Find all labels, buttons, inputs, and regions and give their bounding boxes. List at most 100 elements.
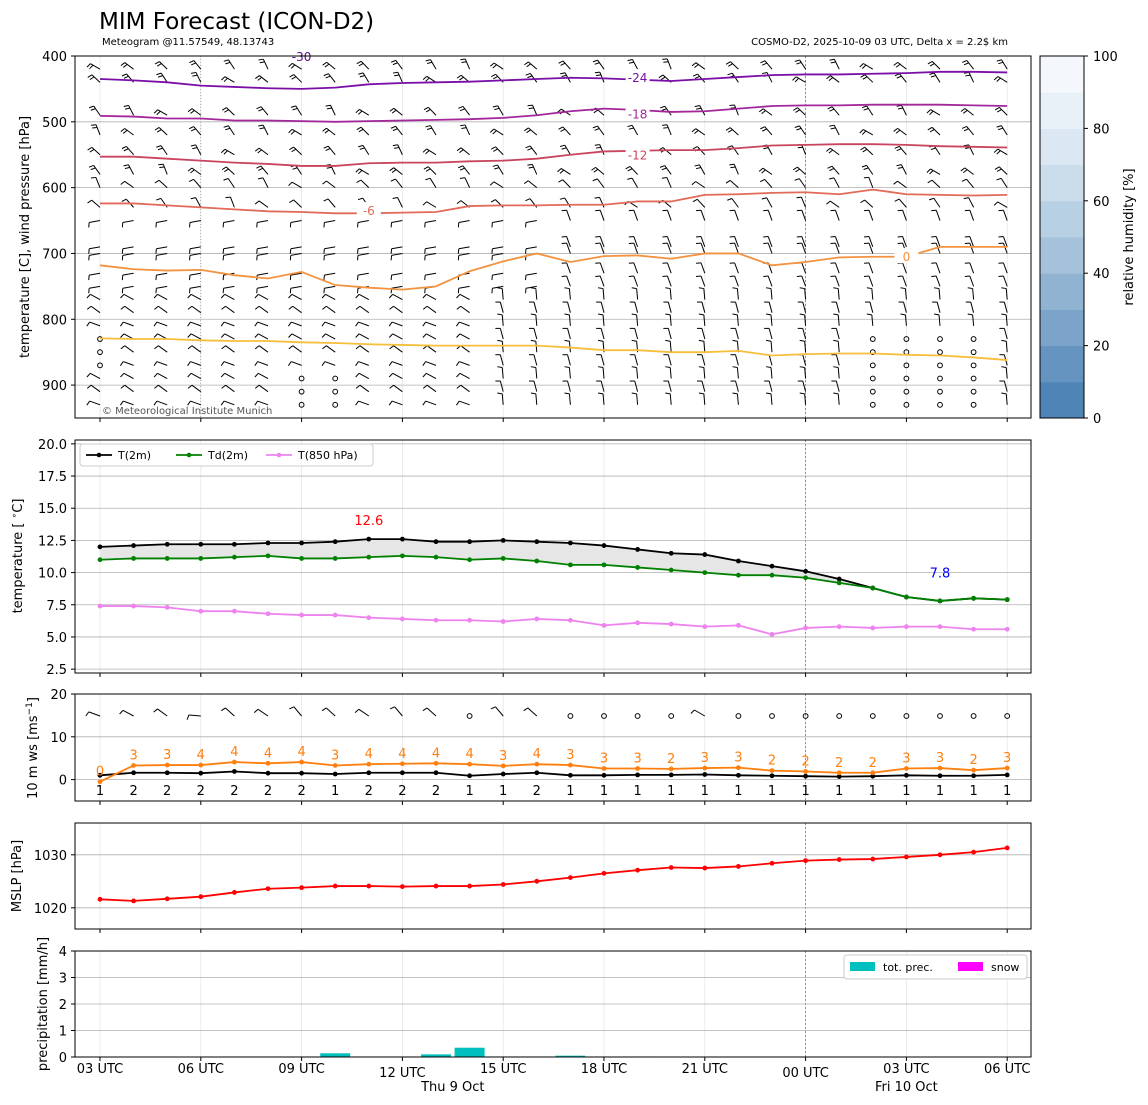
wind-barb-feather: [388, 333, 394, 338]
wind-barb: [935, 275, 941, 287]
calm-wind-marker: [869, 362, 876, 369]
wind-barb-feather: [732, 313, 738, 316]
temperature-point: [467, 617, 472, 623]
wind-barb: [699, 105, 706, 116]
wind-barb-feather: [598, 392, 604, 395]
wind-barb-feather: [221, 345, 226, 350]
temperature-point: [433, 617, 439, 623]
wind-barb: [95, 177, 101, 188]
wind-barb-feather: [631, 339, 637, 342]
wind-barb-feather: [732, 287, 738, 290]
wind-barb-feather: [90, 167, 96, 171]
wind-barb-feather: [325, 148, 331, 152]
wind-barb: [358, 400, 369, 406]
wind-barb: [532, 104, 538, 116]
wind-barb: [124, 345, 134, 353]
wind-barb: [764, 126, 773, 136]
wind-barb: [568, 367, 571, 379]
wind-barb-feather: [254, 384, 260, 389]
wind-barb-feather: [591, 166, 596, 171]
wind-speed-value-label: 2: [297, 784, 305, 799]
wind-barb: [226, 107, 235, 116]
wind-barb-feather: [257, 77, 262, 81]
wind-barb: [291, 181, 302, 189]
wind-barb: [804, 367, 807, 379]
wind-barb-feather: [759, 179, 765, 183]
wind-barb: [700, 210, 706, 221]
time-tick-label: 03 UTC: [883, 1062, 929, 1077]
wind-barb-feather: [766, 339, 772, 342]
wind-barb-feather: [357, 169, 363, 175]
wind-barb: [767, 236, 773, 248]
wind-barb: [768, 301, 773, 313]
wind-barb: [767, 210, 773, 221]
wind-barb-feather: [153, 373, 158, 378]
wind-barb: [427, 106, 437, 116]
temperature-point: [937, 598, 943, 604]
wind-barb-feather: [829, 108, 835, 112]
wind-barb: [391, 272, 403, 276]
temperature-tick-label: 7.5: [46, 599, 67, 614]
gust-value-label: 4: [365, 747, 373, 762]
wind-barb: [358, 293, 370, 300]
wind-barb: [998, 166, 1008, 175]
wind-barb-feather: [290, 105, 296, 108]
wind-point: [131, 770, 137, 776]
wind-barb-feather: [359, 74, 365, 78]
wind-barb-feather: [355, 361, 359, 366]
mslp-point: [601, 870, 607, 876]
wind-barb-feather: [456, 200, 462, 205]
wind-barb: [566, 242, 571, 254]
wind-barb: [766, 72, 773, 83]
wind-barb-feather: [963, 128, 969, 132]
wind-barb-feather: [663, 127, 669, 129]
wind-barb: [293, 74, 302, 83]
wind-point: [937, 773, 943, 779]
wind-barb: [257, 246, 269, 250]
temperature-point: [366, 554, 372, 560]
day-label: Fri 10 Oct: [875, 1080, 938, 1095]
wind-barb: [359, 305, 370, 314]
wind-barb-feather: [254, 305, 260, 310]
wind-barb-feather: [355, 305, 361, 310]
wind-barb-feather: [963, 197, 969, 200]
wind-barb-feather: [493, 76, 498, 80]
wind-barb-feather: [593, 168, 599, 173]
wind-barb-feather: [459, 167, 465, 171]
wind-barb-feather: [123, 75, 129, 79]
wind-speed-value-label: 1: [768, 784, 776, 799]
wind-speed-value-label: 1: [969, 784, 977, 799]
wind-barb-feather: [287, 361, 292, 366]
wind-barb: [535, 393, 538, 405]
wind-barb: [426, 707, 437, 717]
wind-barb: [499, 354, 504, 366]
wind-barb: [257, 321, 269, 327]
wind-barb: [634, 301, 639, 313]
wind-barb: [831, 106, 840, 116]
wind-barb-feather: [291, 148, 297, 153]
wind-barb-feather: [631, 287, 637, 290]
mslp-point: [702, 865, 708, 871]
wind-barb: [426, 372, 437, 379]
wind-barb: [190, 333, 202, 340]
temperature-point: [164, 541, 170, 547]
wind-barb: [667, 354, 672, 366]
wind-barb-feather: [91, 124, 97, 126]
wind-point: [467, 773, 472, 779]
wind-barb-feather: [492, 105, 498, 108]
wind-barb: [357, 220, 369, 223]
wind-barb: [262, 124, 269, 136]
wind-barb: [931, 61, 941, 70]
wind-barb: [225, 707, 235, 717]
mslp-point: [736, 864, 741, 869]
calm-wind-marker: [735, 713, 742, 719]
wind-barb-feather: [530, 287, 536, 290]
model-run-subtitle: COSMO-D2, 2025-10-09 03 UTC, Delta x = 2…: [751, 37, 1008, 48]
temperature-point: [265, 611, 271, 617]
wind-barb: [291, 293, 302, 300]
wind-barb-feather: [826, 147, 831, 152]
wind-barb-feather: [153, 361, 158, 366]
wind-barb-feather: [762, 62, 768, 66]
wind-barb-feather: [559, 144, 566, 147]
wind-barb-feather: [866, 287, 872, 290]
